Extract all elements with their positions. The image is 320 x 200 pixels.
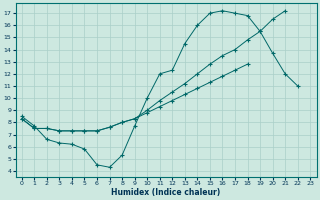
X-axis label: Humidex (Indice chaleur): Humidex (Indice chaleur): [111, 188, 221, 197]
